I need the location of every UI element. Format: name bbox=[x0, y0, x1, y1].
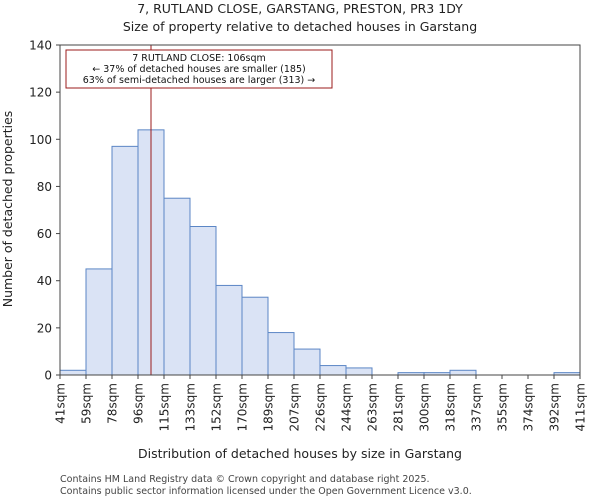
annotation-border bbox=[65, 49, 333, 89]
bar-115sqm bbox=[163, 197, 191, 376]
y-tick-label: 80 bbox=[37, 180, 52, 194]
bar-41sqm bbox=[59, 369, 87, 376]
y-tick-label: 120 bbox=[29, 86, 52, 100]
bar-207sqm bbox=[293, 348, 321, 376]
x-tick-label: 41sqm bbox=[54, 383, 68, 424]
annotation-line-2: ← 37% of detached houses are smaller (18… bbox=[92, 64, 305, 75]
x-tick-label: 133sqm bbox=[184, 383, 198, 431]
x-tick-label: 318sqm bbox=[444, 383, 458, 431]
bar-133sqm bbox=[189, 226, 217, 376]
y-tick-label: 0 bbox=[44, 369, 52, 383]
x-tick-label: 189sqm bbox=[262, 383, 276, 431]
x-tick-label: 355sqm bbox=[496, 383, 510, 431]
y-tick-label: 100 bbox=[29, 133, 52, 147]
bar-226sqm bbox=[319, 365, 347, 376]
annotation-line-1: 7 RUTLAND CLOSE: 106sqm bbox=[132, 53, 266, 64]
x-tick-label: 170sqm bbox=[236, 383, 250, 431]
bars-group bbox=[59, 129, 581, 376]
x-tick-label: 78sqm bbox=[106, 383, 120, 424]
x-tick-label: 152sqm bbox=[210, 383, 224, 431]
x-tick-label: 207sqm bbox=[288, 383, 302, 431]
annotation-box: 7 RUTLAND CLOSE: 106sqm ← 37% of detache… bbox=[65, 49, 333, 89]
x-axis-ticks: 41sqm 59sqm 78sqm 96sqm 115sqm 133sqm 152sqm 17… bbox=[54, 375, 588, 431]
bar-152sqm bbox=[215, 284, 243, 376]
y-tick-label: 60 bbox=[37, 227, 52, 241]
bar-170sqm bbox=[241, 296, 269, 376]
x-tick-label: 226sqm bbox=[314, 383, 328, 431]
y-tick-label: 20 bbox=[37, 321, 52, 335]
x-tick-label: 281sqm bbox=[392, 383, 406, 431]
y-axis-label: Number of detached properties bbox=[0, 111, 15, 308]
x-tick-label: 337sqm bbox=[470, 383, 484, 431]
bar-189sqm bbox=[267, 332, 295, 376]
x-tick-label: 244sqm bbox=[340, 383, 354, 431]
y-tick-label: 40 bbox=[37, 274, 52, 288]
annotation-line-3: 63% of semi-detached houses are larger (… bbox=[83, 75, 316, 86]
x-tick-label: 300sqm bbox=[418, 383, 432, 431]
x-tick-label: 411sqm bbox=[574, 383, 588, 431]
bar-59sqm bbox=[85, 268, 113, 376]
x-tick-label: 115sqm bbox=[158, 383, 172, 431]
bar-318sqm bbox=[449, 369, 477, 376]
y-axis-ticks: 0 20 40 60 80 100 120 140 bbox=[29, 39, 60, 383]
bar-244sqm bbox=[345, 367, 373, 376]
bar-78sqm bbox=[111, 145, 139, 376]
x-tick-label: 374sqm bbox=[522, 383, 536, 431]
chart-title: 7, RUTLAND CLOSE, GARSTANG, PRESTON, PR3… bbox=[137, 1, 463, 16]
x-tick-label: 96sqm bbox=[132, 383, 146, 424]
footer-line-1: Contains HM Land Registry data © Crown c… bbox=[60, 474, 430, 485]
y-tick-label: 140 bbox=[29, 39, 52, 53]
chart-subtitle: Size of property relative to detached ho… bbox=[123, 19, 477, 34]
x-axis-label: Distribution of detached houses by size … bbox=[138, 446, 462, 461]
x-tick-label: 263sqm bbox=[366, 383, 380, 431]
x-tick-label: 392sqm bbox=[548, 383, 562, 431]
footer-line-2: Contains public sector information licen… bbox=[60, 486, 472, 497]
x-tick-label: 59sqm bbox=[80, 383, 94, 424]
